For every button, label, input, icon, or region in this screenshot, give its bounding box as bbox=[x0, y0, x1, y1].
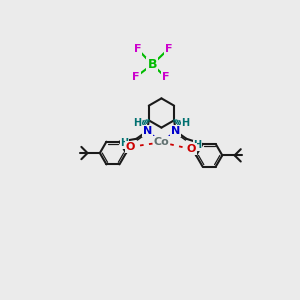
Text: H: H bbox=[133, 118, 141, 128]
Text: F: F bbox=[132, 72, 140, 82]
Text: Co: Co bbox=[154, 137, 169, 147]
Text: B: B bbox=[148, 58, 157, 71]
Text: F: F bbox=[165, 44, 172, 54]
Text: F: F bbox=[134, 44, 141, 54]
Text: N: N bbox=[142, 126, 152, 136]
Text: H: H bbox=[194, 140, 202, 150]
Text: H: H bbox=[182, 118, 190, 128]
Text: N: N bbox=[171, 126, 180, 136]
Text: O: O bbox=[126, 142, 135, 152]
Text: O: O bbox=[187, 144, 196, 154]
Text: F: F bbox=[162, 72, 169, 82]
Text: H: H bbox=[120, 138, 129, 148]
